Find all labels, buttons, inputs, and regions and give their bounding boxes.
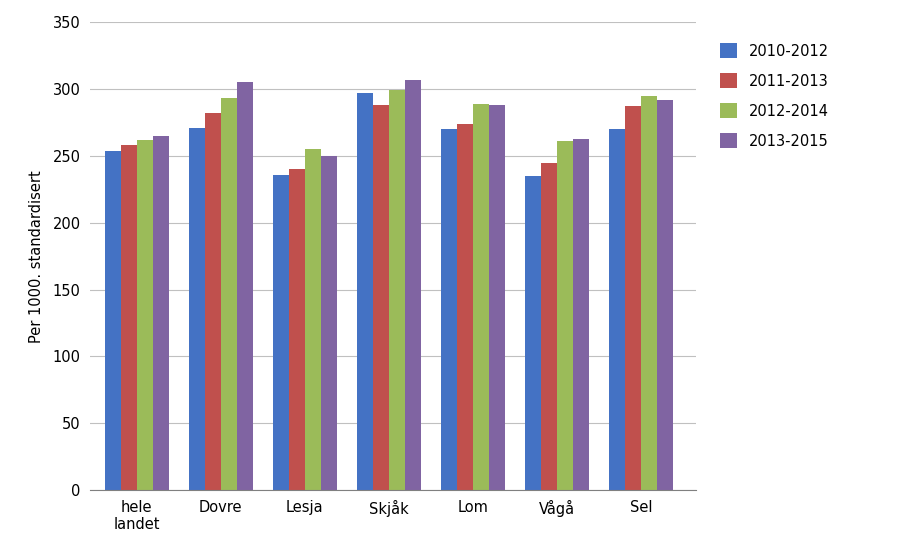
Bar: [189, 128, 205, 490]
Bar: [457, 124, 472, 490]
Bar: [105, 150, 121, 490]
Bar: [321, 156, 337, 490]
Bar: [205, 113, 220, 490]
Bar: [541, 163, 556, 490]
Bar: [573, 139, 589, 490]
Bar: [625, 106, 641, 490]
Bar: [388, 90, 405, 490]
Bar: [489, 105, 505, 490]
Bar: [641, 96, 656, 490]
Bar: [525, 176, 541, 490]
Bar: [373, 105, 388, 490]
Bar: [405, 80, 421, 490]
Legend: 2010-2012, 2011-2013, 2012-2014, 2013-2015: 2010-2012, 2011-2013, 2012-2014, 2013-20…: [714, 39, 833, 153]
Y-axis label: Per 1000. standardisert: Per 1000. standardisert: [29, 170, 44, 343]
Bar: [289, 169, 304, 490]
Bar: [656, 100, 673, 490]
Bar: [304, 149, 321, 490]
Bar: [441, 129, 457, 490]
Bar: [153, 136, 169, 490]
Bar: [121, 145, 136, 490]
Bar: [472, 104, 489, 490]
Bar: [220, 99, 237, 490]
Bar: [136, 140, 153, 490]
Bar: [273, 175, 289, 490]
Bar: [357, 93, 373, 490]
Bar: [609, 129, 625, 490]
Bar: [237, 82, 253, 490]
Bar: [556, 141, 573, 490]
